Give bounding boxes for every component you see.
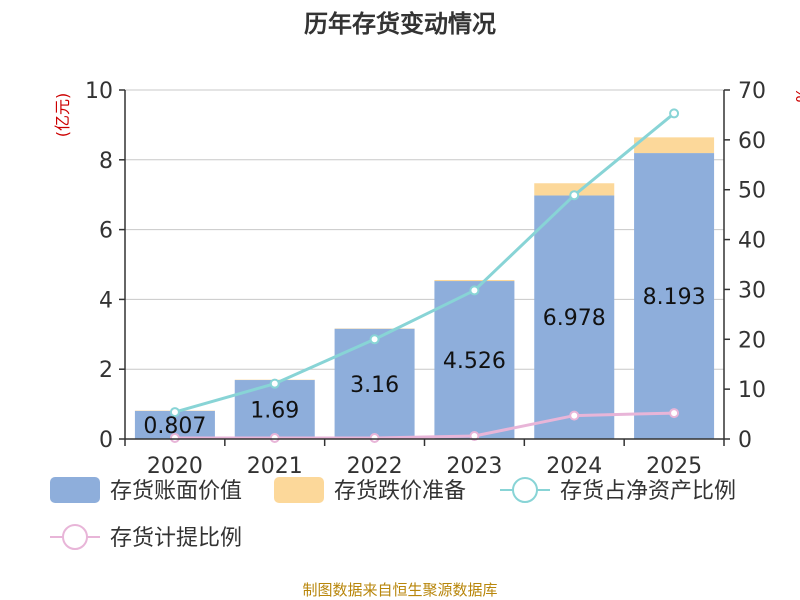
bar-book-value	[534, 195, 615, 439]
legend-marker	[62, 524, 88, 550]
series-point	[569, 190, 580, 201]
bar-value-label: 6.978	[543, 306, 606, 331]
series-point	[669, 108, 680, 119]
x-tick-label: 2025	[646, 454, 702, 479]
legend-swatch	[50, 477, 100, 503]
bars	[134, 137, 715, 439]
axes: 0 2 4 6 8 10 0 10 20 30 40 50 60 70 2020 2021 2022 2023 20…	[53, 79, 800, 479]
legend-label: 存货跌价准备	[334, 479, 466, 504]
bar-value-label: 8.193	[643, 285, 706, 310]
right-tick-label: 60	[738, 129, 766, 154]
right-tick-label: 10	[738, 378, 766, 403]
left-tick-label: 10	[85, 79, 113, 104]
series-line	[174, 411, 675, 440]
left-tick-label: 2	[99, 358, 113, 383]
x-tick-label: 2021	[247, 454, 303, 479]
left-tick-label: 8	[99, 149, 113, 174]
series-point	[469, 285, 480, 296]
source-note: 制图数据来自恒生聚源数据库	[302, 581, 498, 599]
x-tick-label: 2022	[347, 454, 403, 479]
series-line	[174, 112, 676, 414]
bar-value-label: 4.526	[443, 349, 506, 374]
bar-value-label: 0.807	[143, 414, 206, 439]
legend-swatch	[274, 477, 324, 503]
legend-label: 存货计提比例	[110, 526, 242, 551]
right-tick-label: 0	[738, 428, 752, 453]
series-point	[569, 410, 580, 421]
x-tick-label: 2023	[446, 454, 502, 479]
left-axis-unit: (亿元)	[53, 93, 72, 138]
bar-value-labels: 0.807 1.69 3.16 4.526 6.978 8.193	[143, 285, 705, 439]
series-point	[269, 378, 280, 389]
lines	[169, 108, 680, 444]
series-point	[469, 431, 480, 442]
bar-provision	[534, 183, 615, 196]
right-tick-label: 20	[738, 328, 766, 353]
series-point	[369, 433, 380, 444]
series-point	[369, 334, 380, 345]
bar-provision	[634, 137, 715, 154]
bar-book-value	[334, 328, 415, 439]
right-tick-label: 70	[738, 79, 766, 104]
chart-title: 历年存货变动情况	[304, 10, 496, 38]
left-tick-label: 4	[99, 288, 113, 313]
right-tick-label: 50	[738, 179, 766, 204]
x-tick-label: 2024	[546, 454, 602, 479]
legend-marker	[512, 477, 538, 503]
legend-label: 存货占净资产比例	[560, 479, 736, 504]
bar-value-label: 1.69	[250, 399, 299, 424]
legend-label: 存货账面价值	[110, 479, 242, 504]
bar-book-value	[434, 281, 515, 439]
series-point	[669, 408, 680, 419]
right-axis-unit: %	[792, 87, 800, 102]
series-point	[169, 433, 180, 444]
bar-value-label: 3.16	[350, 373, 399, 398]
right-tick-label: 30	[738, 278, 766, 303]
left-tick-label: 0	[99, 428, 113, 453]
series-point	[269, 433, 280, 444]
left-tick-label: 6	[99, 219, 113, 244]
series-point	[169, 407, 180, 418]
bar-provision	[434, 279, 515, 282]
bar-book-value	[634, 153, 715, 439]
x-tick-label: 2020	[147, 454, 203, 479]
right-tick-label: 40	[738, 229, 766, 254]
